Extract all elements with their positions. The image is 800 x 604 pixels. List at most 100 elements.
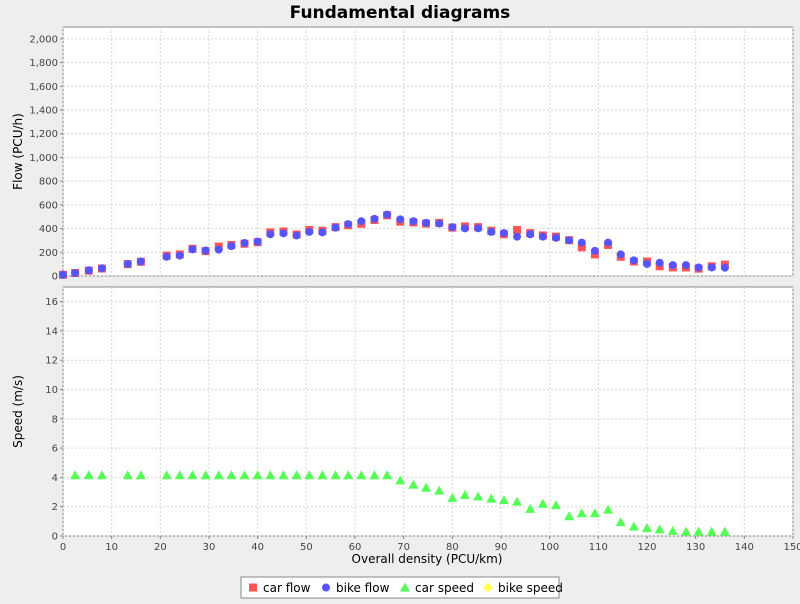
data-point — [564, 511, 575, 521]
x-tick-label: 50 — [300, 542, 313, 553]
data-point — [474, 224, 483, 233]
data-point — [680, 526, 691, 536]
data-point — [239, 470, 250, 480]
data-point — [161, 470, 172, 480]
speed-subplot: 0 2 4 6 8 10 12 14 16 Speed (m/s) 0 10 20 30 40 50 60 70 8… — [11, 286, 800, 553]
data-point — [603, 504, 614, 514]
data-point — [174, 470, 185, 480]
x-tick-label: 30 — [203, 542, 216, 553]
data-point — [136, 257, 145, 266]
data-point — [577, 238, 586, 247]
data-point — [71, 269, 80, 278]
data-point — [266, 230, 275, 239]
legend-item-bike-speed[interactable]: bike speed — [483, 581, 563, 595]
data-point — [435, 219, 444, 228]
y-tick-label: 14 — [45, 326, 58, 337]
data-point — [59, 270, 67, 279]
y-tick-label: 16 — [45, 297, 58, 308]
data-point — [667, 525, 678, 535]
data-point — [422, 218, 431, 227]
data-point — [214, 245, 223, 254]
data-point — [331, 223, 340, 232]
x-tick-label: 0 — [60, 542, 66, 553]
data-point — [84, 266, 93, 275]
chart-legend[interactable]: car flow bike flow car speed bike speed — [240, 576, 563, 599]
data-point — [629, 256, 638, 265]
data-point — [175, 251, 184, 260]
data-point — [369, 470, 380, 480]
x-tick-label: 100 — [540, 542, 559, 553]
data-point — [135, 470, 146, 480]
data-point — [343, 470, 354, 480]
data-point — [162, 252, 171, 261]
data-point — [188, 245, 197, 254]
y-tick-label: 8 — [52, 414, 58, 425]
y-tick-label: 6 — [52, 444, 58, 455]
data-point — [473, 491, 484, 501]
data-point — [187, 470, 198, 480]
y-tick-label: 12 — [45, 356, 58, 367]
data-point — [227, 242, 236, 251]
y-axis-label: Speed (m/s) — [11, 375, 25, 448]
data-point — [654, 524, 665, 534]
data-point — [615, 517, 626, 527]
data-point — [370, 214, 379, 223]
y-tick-label: 1,800 — [29, 58, 58, 69]
data-point — [344, 220, 353, 229]
data-point — [526, 230, 535, 239]
data-point — [226, 470, 237, 480]
data-point — [357, 217, 366, 226]
data-point — [252, 470, 263, 480]
y-tick-label: 400 — [39, 224, 58, 235]
data-point — [318, 228, 327, 237]
y-tick-label: 600 — [39, 200, 58, 211]
legend-label: bike speed — [498, 581, 563, 595]
data-point — [200, 470, 211, 480]
data-point — [279, 229, 288, 238]
y-tick-label: 4 — [52, 473, 58, 484]
legend-item-car-flow[interactable]: car flow — [249, 581, 311, 595]
data-point — [96, 470, 107, 480]
data-point — [83, 470, 94, 480]
data-point — [253, 237, 262, 246]
data-point — [305, 227, 314, 236]
data-point — [382, 470, 393, 480]
data-point — [356, 470, 367, 480]
y-tick-label: 1,600 — [29, 82, 58, 93]
data-point — [265, 470, 276, 480]
data-point — [459, 489, 470, 499]
x-tick-label: 120 — [637, 542, 656, 553]
y-tick-label: 1,000 — [29, 153, 58, 164]
x-axis-label: Overall density (PCU/km) — [352, 552, 503, 566]
series-car-speed — [70, 470, 730, 536]
data-point — [681, 261, 690, 270]
data-point — [317, 470, 328, 480]
data-point — [616, 250, 625, 259]
series-bike-flow — [59, 210, 729, 279]
data-point — [643, 259, 651, 268]
data-point — [693, 526, 704, 536]
data-point — [550, 500, 561, 510]
x-tick-label: 90 — [495, 542, 508, 553]
data-point — [513, 225, 522, 234]
data-point — [70, 470, 81, 480]
data-point — [707, 263, 716, 272]
plot-area — [62, 286, 794, 537]
data-point — [487, 227, 496, 236]
chart-title: Fundamental diagrams — [290, 3, 511, 23]
plot-area — [62, 26, 794, 277]
legend-label: car speed — [415, 581, 474, 595]
x-tick-label: 140 — [735, 542, 754, 553]
data-point — [383, 210, 392, 219]
data-point — [577, 243, 586, 252]
data-point — [123, 259, 132, 268]
legend-item-bike-flow[interactable]: bike flow — [322, 581, 390, 595]
legend-item-car-speed[interactable]: car speed — [400, 581, 474, 595]
x-tick-label: 60 — [349, 542, 362, 553]
x-tick-label: 80 — [446, 542, 459, 553]
data-point — [396, 215, 405, 224]
data-point — [330, 470, 341, 480]
data-point — [292, 231, 301, 240]
data-point — [213, 470, 224, 480]
